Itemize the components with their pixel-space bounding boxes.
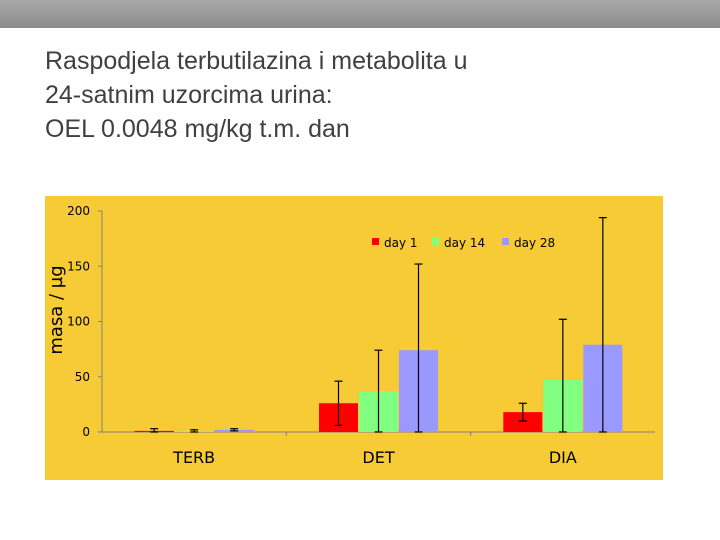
title-line-1: Raspodjela terbutilazina i metabolita u	[45, 47, 468, 75]
legend-label: day 14	[444, 236, 485, 250]
title-line-2: 24-satnim uzorcima urina:	[45, 81, 333, 109]
x-category-label: DIA	[549, 448, 577, 467]
legend-swatch	[502, 238, 509, 245]
title-line-3: OEL 0.0048 mg/kg t.m. dan	[45, 115, 350, 143]
y-tick-label: 50	[75, 370, 90, 384]
legend-label: day 28	[514, 236, 555, 250]
chart-ticks: 0 50 100 150 200 TERB DET DIA	[67, 204, 577, 467]
slide-title: Raspodjela terbutilazina i metabolita u …	[45, 44, 685, 146]
legend-label: day 1	[384, 236, 418, 250]
top-bar	[0, 0, 720, 28]
y-tick-label: 200	[67, 204, 90, 218]
y-tick-label: 0	[82, 425, 90, 439]
chart-legend: day 1 day 14 day 28	[372, 236, 555, 250]
x-category-label: TERB	[172, 448, 215, 467]
legend-swatch	[372, 238, 379, 245]
plot-area	[45, 196, 663, 480]
y-tick-label: 100	[67, 315, 90, 329]
plot-background	[45, 196, 663, 480]
bar-day-1	[503, 412, 543, 432]
legend-swatch	[432, 238, 439, 245]
y-tick-label: 150	[67, 259, 90, 273]
y-axis-label: masa / µg	[46, 265, 67, 354]
x-category-label: DET	[362, 448, 394, 467]
chart-error-bars	[150, 217, 607, 433]
